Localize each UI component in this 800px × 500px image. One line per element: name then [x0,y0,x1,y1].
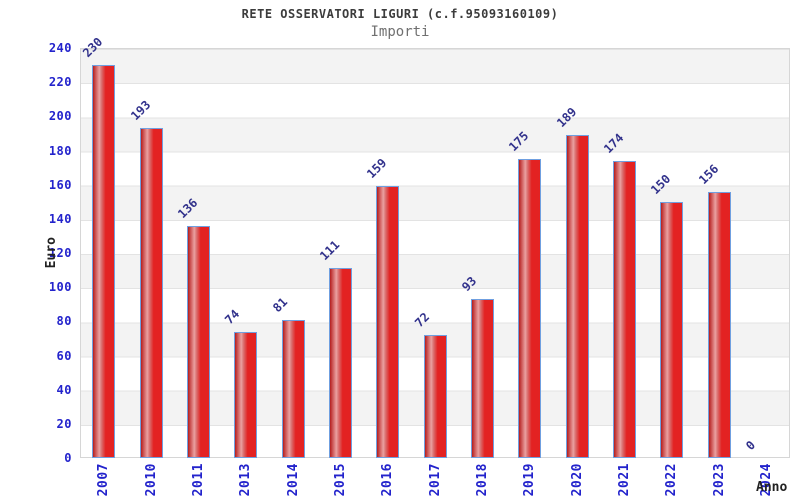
x-tick-label: 2022 [664,463,680,497]
y-tick-label: 20 [56,416,72,431]
x-tick-label: 2019 [522,463,538,497]
y-tick-label: 100 [48,280,72,295]
chart-title: RETE OSSERVATORI LIGURI (c.f.95093160109… [241,7,559,21]
y-tick-label: 160 [48,177,72,192]
x-tick-label: 2007 [96,463,112,497]
bar [139,128,163,458]
x-tick-label: 2013 [238,463,254,497]
bar [234,331,258,458]
x-tick-label: 2010 [143,463,159,497]
bar [565,135,589,458]
bar [518,159,542,458]
bar [328,268,352,458]
y-tick-label: 180 [48,143,72,158]
bar [470,299,494,458]
y-tick-label: 140 [48,211,72,226]
y-tick-label: 60 [56,348,72,363]
x-tick-label: 2016 [380,463,396,497]
x-tick-label: 2011 [190,463,206,497]
y-tick-label: 220 [48,75,72,90]
y-tick-label: 200 [48,109,72,124]
x-tick-label: 2017 [427,463,443,497]
chart-subtitle: Importi [370,24,430,40]
y-tick-label: 40 [56,382,72,397]
bar [707,191,731,458]
bar [92,65,116,458]
x-axis-title: Anno [756,480,788,495]
bar [423,335,447,458]
y-tick-label: 120 [48,246,72,260]
y-tick-label: 240 [48,41,72,55]
bar [281,319,305,458]
x-tick-label: 2018 [474,463,490,497]
bar [612,160,636,458]
y-tick-label: 0 [64,451,72,465]
y-axis-title: Euro [44,237,59,269]
bar [376,186,400,458]
bar [186,225,210,458]
x-tick-label: 2023 [711,463,727,497]
x-tick-label: 2021 [616,463,632,497]
x-tick-label: 2015 [332,463,348,497]
x-tick-label: 2014 [285,463,301,497]
bar [660,201,684,458]
y-tick-label: 80 [56,314,72,329]
x-tick-label: 2020 [569,463,585,497]
